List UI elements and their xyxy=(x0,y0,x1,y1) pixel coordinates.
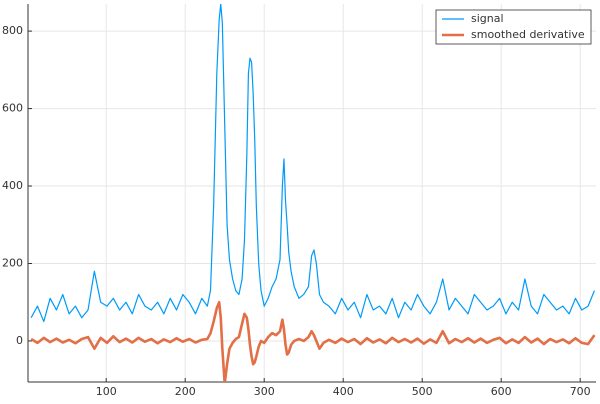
legend-box xyxy=(435,9,592,45)
x-tick-label: 200 xyxy=(175,385,196,398)
x-tick-label: 500 xyxy=(412,385,433,398)
y-tick-label: 800 xyxy=(2,24,23,37)
series-line xyxy=(30,4,595,323)
y-tick-label: 0 xyxy=(16,334,23,347)
y-tick-label: 400 xyxy=(2,179,23,192)
legend: signal smoothed derivative xyxy=(435,9,592,45)
x-tick-label: 400 xyxy=(333,385,354,398)
x-tick-label: 300 xyxy=(254,385,275,398)
x-tick-label: 100 xyxy=(96,385,117,398)
legend-label: signal xyxy=(471,12,504,25)
y-tick-label: 200 xyxy=(2,256,23,269)
y-tick-label: 600 xyxy=(2,102,23,115)
x-tick-label: 700 xyxy=(570,385,591,398)
legend-label: smoothed derivative xyxy=(471,28,585,41)
series-line xyxy=(30,300,596,382)
x-tick-label: 600 xyxy=(491,385,512,398)
